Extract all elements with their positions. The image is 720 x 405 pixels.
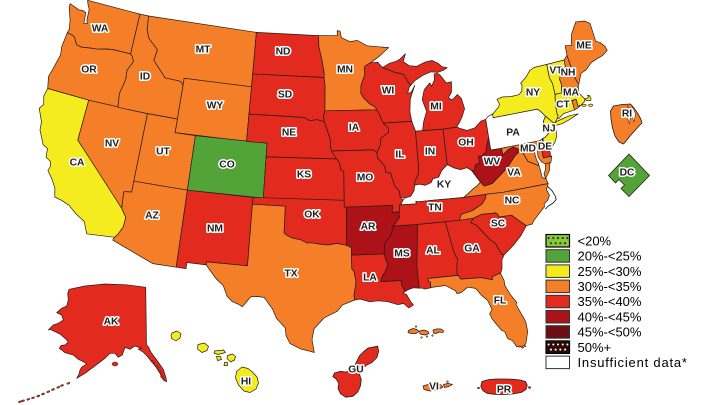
svg-text:ID: ID <box>140 72 150 83</box>
svg-text:FL: FL <box>494 296 507 307</box>
svg-text:NC: NC <box>505 196 520 207</box>
svg-text:NE: NE <box>282 128 296 139</box>
svg-text:OR: OR <box>81 65 97 76</box>
svg-text:PR: PR <box>497 385 512 396</box>
svg-text:MI: MI <box>430 102 442 113</box>
svg-text:TN: TN <box>428 203 442 214</box>
svg-text:UT: UT <box>156 147 170 158</box>
svg-text:TX: TX <box>284 269 297 280</box>
svg-text:WY: WY <box>207 101 224 112</box>
svg-text:DC: DC <box>620 168 635 179</box>
svg-text:WV: WV <box>484 157 501 168</box>
svg-text:AK: AK <box>104 317 119 328</box>
svg-text:VT: VT <box>549 66 563 77</box>
svg-text:IN: IN <box>425 147 435 158</box>
svg-text:RI: RI <box>622 109 632 120</box>
svg-text:WA: WA <box>92 24 109 35</box>
svg-text:AR: AR <box>361 222 376 233</box>
svg-text:VA: VA <box>507 168 521 179</box>
svg-text:45%-<50%: 45%-<50% <box>578 325 642 340</box>
svg-text:KS: KS <box>297 170 311 181</box>
svg-text:HI: HI <box>241 377 251 388</box>
svg-text:ND: ND <box>276 47 291 58</box>
svg-text:PA: PA <box>506 128 520 139</box>
svg-text:Insufficient data*: Insufficient data* <box>578 355 688 370</box>
svg-text:AL: AL <box>426 246 440 257</box>
svg-text:25%-<30%: 25%-<30% <box>578 264 642 279</box>
svg-text:CT: CT <box>556 100 570 111</box>
svg-text:SD: SD <box>278 90 292 101</box>
svg-text:40%-<45%: 40%-<45% <box>578 309 642 324</box>
svg-text:GA: GA <box>464 244 480 255</box>
svg-text:50%+: 50%+ <box>578 340 612 355</box>
svg-text:NV: NV <box>105 139 119 150</box>
svg-text:OK: OK <box>304 210 320 221</box>
svg-text:NH: NH <box>561 68 576 79</box>
svg-text:CA: CA <box>70 158 85 169</box>
svg-text:MA: MA <box>563 88 580 99</box>
svg-text:MT: MT <box>196 45 212 56</box>
svg-text:AZ: AZ <box>145 211 159 222</box>
svg-text:IA: IA <box>349 123 360 134</box>
svg-text:WI: WI <box>382 86 395 97</box>
svg-text:LA: LA <box>363 273 377 284</box>
svg-text:MD: MD <box>520 144 536 155</box>
svg-text:35%-<40%: 35%-<40% <box>578 294 642 309</box>
svg-text:KY: KY <box>437 180 451 191</box>
svg-text:OH: OH <box>458 138 473 149</box>
svg-text:GU: GU <box>348 365 363 376</box>
svg-text:<20%: <20% <box>578 233 612 248</box>
svg-text:MO: MO <box>357 173 374 184</box>
svg-text:NY: NY <box>526 88 540 99</box>
svg-text:SC: SC <box>491 219 506 230</box>
svg-text:ME: ME <box>576 41 592 52</box>
svg-text:20%-<25%: 20%-<25% <box>578 249 642 264</box>
svg-text:CO: CO <box>219 160 234 171</box>
svg-text:30%-<35%: 30%-<35% <box>578 279 642 294</box>
svg-text:VI: VI <box>429 382 439 393</box>
svg-text:DE: DE <box>538 142 552 153</box>
svg-text:IL: IL <box>395 150 404 161</box>
svg-text:MN: MN <box>337 65 353 76</box>
svg-text:NM: NM <box>207 224 223 235</box>
svg-text:NJ: NJ <box>542 124 555 135</box>
svg-text:MS: MS <box>394 249 410 260</box>
